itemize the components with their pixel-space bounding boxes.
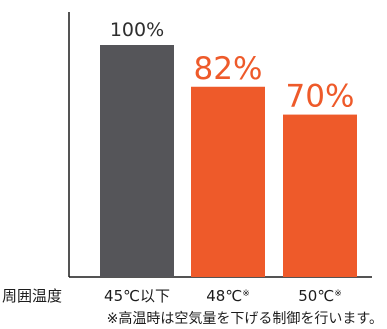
plot-area: 100%82%70% 45℃以下 48℃※ 50℃※ [68, 12, 372, 305]
footnote: ※高温時は空気量を下げる制御を行います。 [107, 310, 383, 327]
category-footnote-mark-3: ※ [334, 289, 342, 299]
bar-value-label-1: 100% [110, 19, 164, 41]
bar-value-label-2: 82% [194, 51, 263, 87]
category-footnote-mark-2: ※ [242, 289, 250, 299]
bar-3 [283, 114, 357, 277]
bar-value-label-3: 70% [286, 79, 355, 115]
category-base-1: 45℃以下 [104, 287, 170, 305]
category-tick-label-2: 48℃※ [206, 287, 249, 305]
bar-2 [191, 86, 265, 277]
bar-1 [100, 45, 174, 277]
category-tick-label-1: 45℃以下 [104, 287, 170, 305]
category-base-3: 50℃ [298, 287, 334, 305]
category-tick-label-3: 50℃※ [298, 287, 341, 305]
x-axis-label: 周囲温度 [2, 287, 62, 305]
category-base-2: 48℃ [206, 287, 242, 305]
